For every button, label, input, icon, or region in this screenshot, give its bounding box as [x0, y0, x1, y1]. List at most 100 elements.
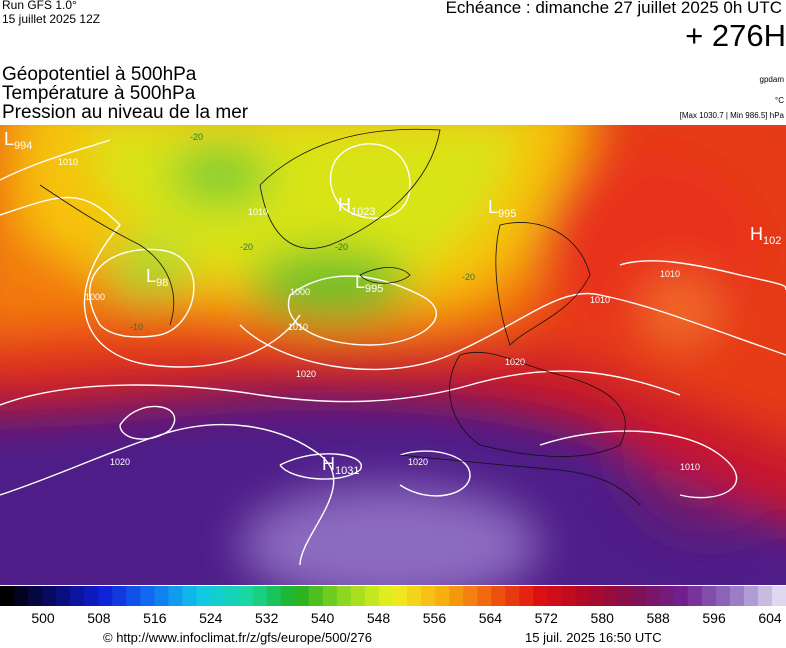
colorbar-swatch [687, 586, 703, 606]
colorbar-swatch [519, 586, 534, 606]
colorbar-swatch [56, 586, 71, 606]
colorbar-tick: 564 [478, 610, 503, 626]
unit: °C [775, 96, 784, 105]
colorbar-swatch [28, 586, 43, 606]
pressure-center: H102 [750, 224, 781, 247]
colorbar [0, 586, 786, 606]
colorbar-swatch [84, 586, 99, 606]
colorbar-tick: 572 [534, 610, 558, 626]
colorbar-swatch [715, 586, 731, 606]
coastlines [39, 128, 641, 506]
unit: gpdam [759, 75, 784, 84]
colorbar-swatch [168, 586, 183, 606]
colorbar-swatch [280, 586, 296, 606]
colorbar-swatch [659, 586, 675, 606]
colorbar-tick: 532 [255, 610, 279, 626]
colorbar-swatch [42, 586, 57, 606]
temperature-label: -10 [130, 322, 143, 332]
colorbar-swatch [603, 586, 619, 606]
colorbar-tick: 508 [87, 610, 111, 626]
colorbar-swatch [210, 586, 226, 606]
temperature-label: -20 [462, 272, 475, 282]
colorbar-swatch [547, 586, 562, 606]
colorbar-tick: 588 [646, 610, 670, 626]
colorbar-tick: 604 [758, 610, 782, 626]
field: Géopotentiel à 500hPa [2, 64, 197, 85]
lead-time: + 276H [685, 18, 786, 53]
colorbar-swatch [729, 586, 745, 606]
echeance: Echéance : dimanche 27 juillet 2025 0h U… [445, 0, 782, 17]
colorbar-swatch [463, 586, 478, 606]
colorbar-swatch [435, 586, 450, 606]
isobar-label: 1020 [505, 357, 525, 367]
colorbar-swatch [238, 586, 254, 606]
isobar-label: 1020 [296, 369, 316, 379]
colorbar-swatch [98, 586, 113, 606]
colorbar-swatch [575, 586, 590, 606]
colorbar-swatch [196, 586, 212, 606]
isobar-label: 1000 [85, 292, 105, 302]
colorbar-swatch [701, 586, 717, 606]
colorbar-tick: 596 [702, 610, 726, 626]
colorbar-swatch [266, 586, 282, 606]
temperature-label: -20 [190, 132, 203, 142]
colorbar-swatch [393, 586, 408, 606]
colorbar-swatch [449, 586, 464, 606]
run: Run GFS 1.0° [2, 0, 77, 12]
colorbar-swatch [350, 586, 366, 606]
colorbar-swatch [14, 586, 29, 606]
colorbar-tick: 524 [199, 610, 223, 626]
colorbar-swatch [336, 586, 352, 606]
colorbar-swatch [140, 586, 155, 606]
isobar-label: 1020 [110, 457, 130, 467]
colorbar-swatch [421, 586, 436, 606]
colorbar-swatch [407, 586, 422, 606]
colorbar-tick: 580 [590, 610, 614, 626]
pressure-center: H1023 [338, 195, 375, 218]
colorbar-swatch [645, 586, 661, 606]
colorbar-swatch [631, 586, 647, 606]
colorbar-swatch [322, 586, 338, 606]
colorbar-swatch [673, 586, 689, 606]
colorbar-swatch [589, 586, 605, 606]
colorbar-swatch [308, 586, 324, 606]
colorbar-swatch [126, 586, 141, 606]
isobar-label: 1010 [660, 269, 680, 279]
colorbar-tick: 516 [143, 610, 167, 626]
colorbar-swatch [224, 586, 240, 606]
colorbar-swatch [757, 586, 773, 606]
isobar-label: 1010 [590, 295, 610, 305]
colorbar-swatch [617, 586, 633, 606]
pressure-center: H1031 [322, 454, 359, 477]
colorbar-swatch [294, 586, 310, 606]
colorbar-swatch [561, 586, 576, 606]
isobars [0, 139, 786, 566]
colorbar-swatch [378, 586, 394, 606]
colorbar-swatch [112, 586, 127, 606]
pressure-center: L994 [4, 129, 32, 152]
colorbar-swatch [364, 586, 380, 606]
colorbar-swatch [252, 586, 268, 606]
colorbar-swatch [771, 586, 786, 606]
colorbar-tick: 500 [31, 610, 55, 626]
colorbar-swatch [533, 586, 548, 606]
run-date: 15 juillet 2025 12Z [2, 12, 101, 26]
field: Pression au niveau de la mer [2, 102, 249, 123]
unit: [Max 1030.7 | Min 986.5] hPa [679, 111, 784, 120]
colorbar-tick: 540 [310, 610, 335, 626]
field-shading [0, 125, 786, 585]
source: © http://www.infoclimat.fr/z/gfs/europe/… [103, 630, 372, 645]
colorbar-tick: 556 [422, 610, 447, 626]
isobar-label: 1010 [58, 157, 78, 167]
colorbar-swatch [491, 586, 506, 606]
timestamp: 15 juil. 2025 16:50 UTC [525, 630, 662, 645]
map: L994 L98 H1023 L995 L995 H102 H1031 1010 1010 100… [0, 125, 786, 585]
pressure-center: L995 [355, 272, 383, 295]
isobar-label: 1010 [248, 207, 268, 217]
colorbar-swatch [182, 586, 197, 606]
colorbar-swatch [477, 586, 492, 606]
colorbar-swatch [70, 586, 85, 606]
colorbar-tick: 548 [366, 610, 391, 626]
pressure-center: L995 [488, 197, 516, 220]
